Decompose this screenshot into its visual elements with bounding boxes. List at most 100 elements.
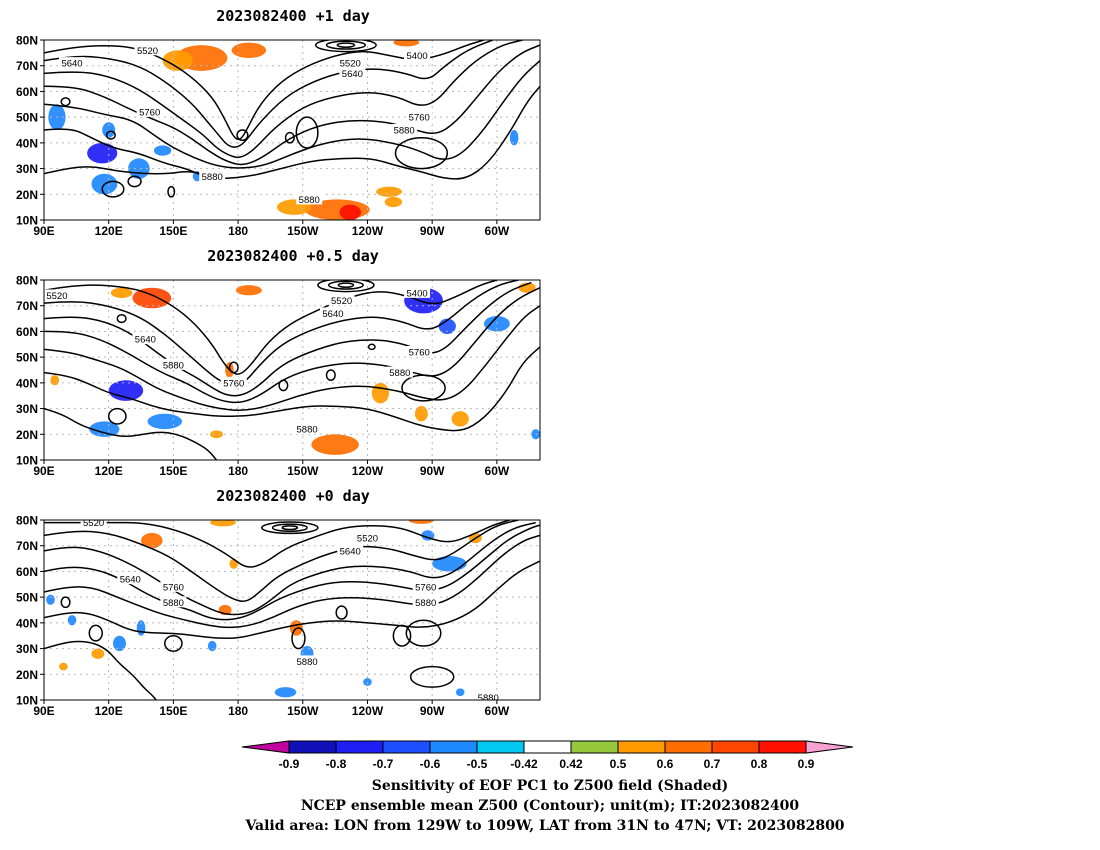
positive-sensitivity-patch (408, 520, 435, 524)
contour-label-bg (134, 44, 161, 56)
y-tick-label: 30N (16, 642, 38, 656)
colorbar-tick-label: -0.5 (467, 757, 488, 771)
negative-sensitivity-patch (432, 556, 467, 572)
contour-label-bg (475, 691, 502, 700)
contour-label: 5880 (163, 598, 184, 609)
y-tick-label: 10N (16, 214, 38, 228)
contour-label: 5400 (407, 51, 428, 62)
y-tick-label: 70N (16, 59, 38, 73)
x-tick-label: 120W (352, 224, 384, 238)
x-tick-label: 60W (485, 464, 510, 478)
plot-background (44, 520, 540, 700)
contour-label-bg (59, 57, 86, 69)
z500-contour (44, 520, 519, 602)
colorbar-box (570, 740, 619, 754)
z500-contour (44, 287, 540, 404)
x-tick-label: 120E (95, 704, 123, 718)
caption-line-2: NCEP ensemble mean Z500 (Contour); unit(… (301, 798, 800, 814)
contour-label-bg (339, 67, 366, 79)
colorbar-box (429, 740, 478, 754)
z500-contour (44, 524, 540, 621)
positive-sensitivity-patch (235, 285, 262, 296)
colorbar-tick-label: 0.8 (751, 757, 768, 771)
panel-title: 2023082400 +1 day (216, 7, 370, 25)
colorbar-tick-label: -0.9 (279, 757, 300, 771)
positive-sensitivity-patch (91, 648, 105, 659)
contour-label: 5760 (415, 582, 436, 593)
panel-3: 2023082400 +0 day55205520564056405760588… (16, 487, 541, 718)
contour-label-bg (337, 544, 364, 556)
positive-sensitivity-patch (376, 186, 402, 197)
y-tick-label: 50N (16, 351, 38, 365)
y-tick-label: 50N (16, 111, 38, 125)
x-tick-label: 90W (420, 224, 445, 238)
negative-sensitivity-patch (509, 130, 519, 146)
x-tick-label: 90E (33, 464, 54, 478)
z500-contour (44, 280, 498, 375)
z500-closed-contour (116, 313, 127, 324)
contour-label-bg (294, 655, 321, 667)
z500-closed-contour (88, 624, 103, 642)
x-tick-label: 120W (352, 464, 384, 478)
x-tick-label: 120E (95, 224, 123, 238)
y-tick-label: 60N (16, 325, 38, 339)
z500-contour (44, 521, 536, 616)
positive-sensitivity-patch (210, 520, 236, 527)
contour-label: 5520 (357, 534, 378, 545)
z500-closed-contour (236, 129, 249, 142)
contour-label: 5880 (415, 598, 436, 609)
z500-closed-contour (60, 596, 71, 609)
z500-contour (44, 305, 540, 412)
positive-sensitivity-patch (311, 434, 359, 455)
plot-area: 5520 5520 5400 5640 5640 5880 5760 5760 5880 5880 (44, 280, 540, 460)
colorbar-tick-label: 0.5 (610, 757, 627, 771)
x-tick-label: 90E (33, 704, 54, 718)
positive-sensitivity-patch (210, 430, 223, 439)
z500-contour (44, 560, 540, 640)
z500-closed-contour (107, 407, 127, 425)
z500-closed-contour (325, 40, 367, 50)
z500-closed-contour (278, 379, 289, 392)
z500-closed-contour (167, 185, 176, 198)
z500-closed-contour (401, 374, 446, 402)
colorbar-box (288, 740, 337, 754)
z500-contour (44, 166, 217, 180)
panel-title: 2023082400 +0.5 day (207, 247, 379, 265)
y-tick-label: 80N (16, 274, 38, 288)
contour-label: 5520 (340, 59, 361, 70)
colorbar-boxes (241, 740, 854, 754)
contour-label-bg (199, 170, 226, 182)
contour-label-bg (160, 358, 187, 370)
z500-closed-contour (367, 343, 376, 351)
colorbar: -0.9 -0.8 -0.7 -0.6 -0.5 -0.42 0.42 0.5 0.6 0.7 0.… (241, 740, 854, 771)
z500-contour (44, 44, 540, 166)
contour-label: 5640 (120, 575, 141, 586)
z500-closed-contour (392, 624, 412, 647)
x-tick-label: 90W (420, 704, 445, 718)
z500-closed-contour (409, 665, 455, 688)
contour-label-bg (406, 111, 433, 123)
colorbar-box (523, 740, 572, 754)
y-tick-label: 10N (16, 454, 38, 468)
positive-sensitivity-patch (59, 662, 68, 671)
positive-sensitivity-patch (451, 411, 469, 427)
colorbar-box (711, 740, 760, 754)
positive-sensitivity-patch (132, 287, 172, 309)
contour-label-bg (404, 286, 431, 298)
x-tick-label: 120E (95, 464, 123, 478)
colorbar-box (758, 740, 807, 754)
x-tick-label: 150W (287, 464, 319, 478)
z500-closed-contour (394, 136, 449, 170)
y-tick-label: 70N (16, 299, 38, 313)
z500-closed-contour (271, 523, 308, 533)
contour-label-bg (319, 307, 346, 319)
contour-label: 5640 (61, 59, 82, 70)
contour-label-bg (160, 596, 187, 608)
x-tick-label: 150W (287, 704, 319, 718)
panel-title: 2023082400 +0 day (216, 487, 370, 505)
y-tick-label: 20N (16, 428, 38, 442)
plot-frame (43, 519, 541, 701)
